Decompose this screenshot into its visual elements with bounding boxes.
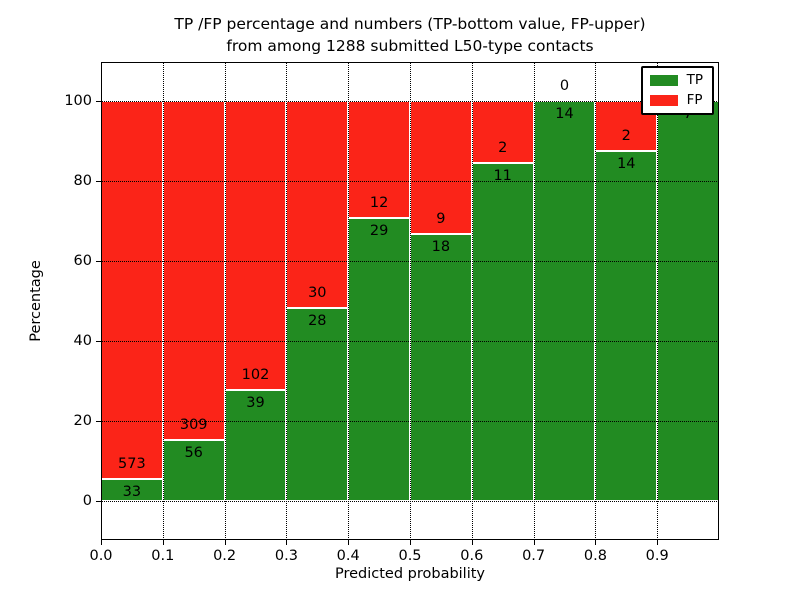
gridline-vertical bbox=[533, 62, 535, 540]
y-axis-label: Percentage bbox=[28, 260, 44, 342]
fp-count-label: 102 bbox=[241, 367, 270, 384]
y-tick-label: 20 bbox=[73, 413, 92, 429]
y-tick-mark bbox=[96, 101, 101, 102]
bar-segment-tp bbox=[533, 101, 596, 501]
fp-count-label: 12 bbox=[369, 195, 389, 212]
legend: TP FP bbox=[640, 66, 714, 115]
x-tick-label: 0.4 bbox=[336, 548, 360, 564]
tp-count-label: 29 bbox=[369, 223, 389, 240]
fp-swatch-icon bbox=[649, 95, 678, 106]
fp-count-label: 2 bbox=[621, 128, 631, 144]
x-tick-label: 0.1 bbox=[151, 548, 175, 564]
bar-segment-fp bbox=[224, 101, 287, 391]
x-tick-label: 0.6 bbox=[460, 548, 484, 564]
gridline-vertical bbox=[162, 62, 164, 540]
tp-count-label: 56 bbox=[184, 444, 203, 461]
x-tick-mark bbox=[410, 540, 411, 545]
gridline-vertical bbox=[657, 62, 659, 540]
y-tick-mark bbox=[96, 501, 101, 502]
x-tick-label: 0.8 bbox=[583, 548, 607, 564]
y-tick-label: 40 bbox=[73, 333, 92, 349]
legend-label-tp: TP bbox=[686, 72, 703, 88]
x-tick-mark bbox=[286, 540, 288, 545]
y-tick-mark bbox=[96, 421, 101, 422]
x-tick-label: 0.2 bbox=[213, 548, 237, 564]
chart-title-line1: TP /FP percentage and numbers (TP-bottom… bbox=[174, 15, 646, 33]
tp-count-label: 28 bbox=[308, 312, 327, 329]
bar-segment-fp bbox=[101, 101, 163, 480]
bar-segment-tp bbox=[410, 234, 472, 501]
gridline-vertical bbox=[595, 62, 597, 540]
bar-segment-tp bbox=[471, 162, 534, 501]
x-tick-mark bbox=[533, 540, 535, 545]
gridline-vertical bbox=[286, 62, 288, 540]
legend-label-fp: FP bbox=[686, 92, 703, 108]
bar-segment-tp bbox=[162, 439, 225, 501]
y-tick-mark bbox=[96, 181, 101, 182]
fp-count-label: 309 bbox=[179, 416, 208, 433]
x-tick-label: 0.9 bbox=[645, 548, 669, 564]
bar-segment-tp bbox=[286, 307, 349, 501]
gridline-vertical bbox=[410, 62, 411, 540]
tp-count-label: 11 bbox=[493, 167, 512, 184]
x-tick-mark bbox=[224, 540, 226, 545]
fp-count-label: 30 bbox=[308, 284, 327, 301]
x-axis-label: Predicted probability bbox=[334, 566, 486, 582]
y-tick-label: 80 bbox=[73, 173, 92, 189]
chart-title: TP /FP percentage and numbers (TP-bottom… bbox=[101, 13, 719, 57]
plot-area: 5733330956102393028122991821101421407 TP… bbox=[101, 62, 719, 540]
y-tick-label: 60 bbox=[73, 253, 92, 269]
y-tick-label: 0 bbox=[82, 493, 92, 509]
y-tick-mark bbox=[96, 261, 101, 262]
bar-segment-fp bbox=[162, 101, 225, 440]
bar-segment-tp bbox=[595, 151, 658, 501]
chart-title-line2: from among 1288 submitted L50-type conta… bbox=[226, 37, 594, 55]
x-tick-mark bbox=[471, 540, 473, 545]
fp-count-label: 0 bbox=[559, 78, 570, 94]
x-tick-label: 0.0 bbox=[89, 548, 113, 564]
fp-count-label: 2 bbox=[498, 139, 508, 156]
x-tick-label: 0.3 bbox=[274, 548, 298, 564]
tp-count-label: 14 bbox=[617, 156, 636, 172]
tp-count-label: 33 bbox=[122, 484, 142, 501]
gridline-vertical bbox=[471, 62, 473, 540]
bar-segment-tp bbox=[657, 101, 719, 501]
fp-count-label: 9 bbox=[436, 211, 446, 228]
y-tick-mark bbox=[96, 341, 101, 342]
tp-count-label: 39 bbox=[246, 395, 265, 412]
x-tick-mark bbox=[348, 540, 350, 545]
tp-swatch-icon bbox=[649, 75, 678, 86]
gridline-vertical bbox=[348, 62, 350, 540]
gridline-vertical bbox=[224, 62, 226, 540]
legend-item-tp: TP bbox=[649, 72, 703, 88]
tp-count-label: 18 bbox=[431, 239, 451, 256]
y-tick-label: 100 bbox=[64, 93, 92, 109]
x-tick-mark bbox=[101, 540, 102, 545]
legend-item-fp: FP bbox=[649, 92, 703, 108]
fp-count-label: 573 bbox=[118, 456, 146, 473]
x-tick-mark bbox=[595, 540, 597, 545]
x-tick-label: 0.7 bbox=[522, 548, 546, 564]
bar-segment-fp bbox=[286, 101, 349, 308]
x-tick-label: 0.5 bbox=[398, 548, 422, 564]
tp-count-label: 14 bbox=[555, 106, 574, 122]
x-tick-mark bbox=[162, 540, 164, 545]
x-tick-mark bbox=[657, 540, 659, 545]
